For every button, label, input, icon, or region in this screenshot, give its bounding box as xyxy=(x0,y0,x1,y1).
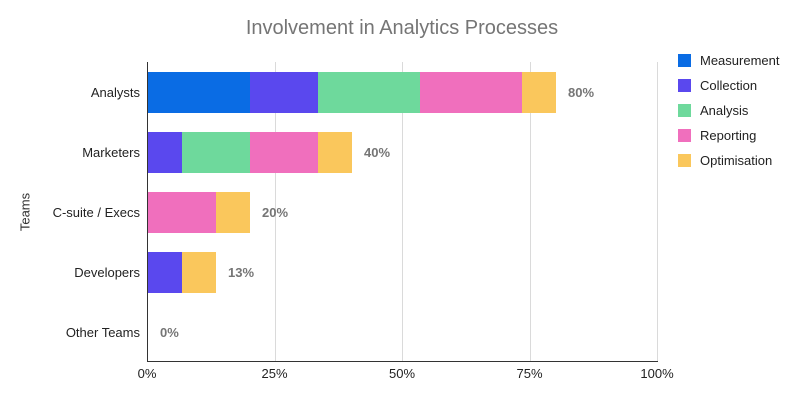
category-label-developers: Developers xyxy=(74,265,140,280)
legend-item-analysis: Analysis xyxy=(678,103,779,118)
bar-segment-optimisation xyxy=(182,252,217,293)
legend-swatch-icon xyxy=(678,129,691,142)
legend-label: Optimisation xyxy=(700,153,773,168)
value-label: 40% xyxy=(364,145,391,160)
x-tick-label: 50% xyxy=(388,366,416,381)
category-labels: Analysts Marketers C-suite / Execs Develope… xyxy=(0,62,140,361)
bar-segment-optimisation xyxy=(215,192,250,233)
x-tick-label: 0% xyxy=(137,366,157,381)
x-axis-ticks: 0% 25% 50% 75% 100% xyxy=(138,366,674,386)
legend-label: Measurement xyxy=(700,53,780,68)
bar-segment-reporting xyxy=(250,132,318,173)
bar-segment-collection xyxy=(250,72,318,113)
gridline-100% xyxy=(657,62,658,361)
legend-label: Analysis xyxy=(700,103,749,118)
legend-swatch-icon xyxy=(678,79,691,92)
category-label-marketers: Marketers xyxy=(82,145,140,160)
category-label-c-suite-execs: C-suite / Execs xyxy=(52,205,140,220)
legend-swatch-icon xyxy=(678,104,691,117)
legend-swatch-icon xyxy=(678,154,691,167)
gridline-75% xyxy=(529,62,531,361)
legend: Measurement Collection Analysis Reporting Op… xyxy=(678,53,780,179)
value-label: 0% xyxy=(160,325,179,340)
chart-title: Involvement in Analytics Processes xyxy=(245,17,559,39)
legend-swatch-icon xyxy=(678,54,691,67)
value-label: 20% xyxy=(262,205,289,220)
bar-segment-optimisation xyxy=(317,132,352,173)
legend-label: Collection xyxy=(700,78,758,93)
value-label: 13% xyxy=(228,265,255,280)
legend-item-collection: Collection xyxy=(678,78,779,93)
legend-item-reporting: Reporting xyxy=(678,128,779,143)
gridline-50% xyxy=(402,62,403,361)
category-label-other-teams: Other Teams xyxy=(65,325,140,340)
category-label-analysts: Analysts xyxy=(90,85,140,100)
bar-segment-reporting xyxy=(148,192,216,233)
legend-item-measurement: Measurement xyxy=(678,53,780,68)
bar-row: 13% xyxy=(148,252,658,293)
bar-row: 40% xyxy=(148,132,658,173)
bar-segment-collection xyxy=(148,132,183,173)
bar-row: 0% xyxy=(148,312,658,353)
bar-segment-analysis xyxy=(317,72,420,113)
legend-item-optimisation: Optimisation xyxy=(678,153,779,168)
x-tick-label: 25% xyxy=(261,366,288,381)
bar-segment-measurement xyxy=(148,72,250,113)
bar-row: 20% xyxy=(148,192,658,233)
value-label: 80% xyxy=(568,85,595,100)
bar-row: 80% xyxy=(148,72,658,113)
x-tick-label: 100% xyxy=(640,366,674,381)
legend-label: Reporting xyxy=(700,128,757,143)
bar-segment-collection xyxy=(148,252,183,293)
bar-segment-analysis xyxy=(182,132,250,173)
x-tick-label: 75% xyxy=(516,366,543,381)
bar-segment-reporting xyxy=(419,72,522,113)
gridline-25% xyxy=(274,62,276,361)
bar-segment-optimisation xyxy=(521,72,556,113)
plot-area: 80% 40% 20% 13% 0% xyxy=(147,62,658,362)
